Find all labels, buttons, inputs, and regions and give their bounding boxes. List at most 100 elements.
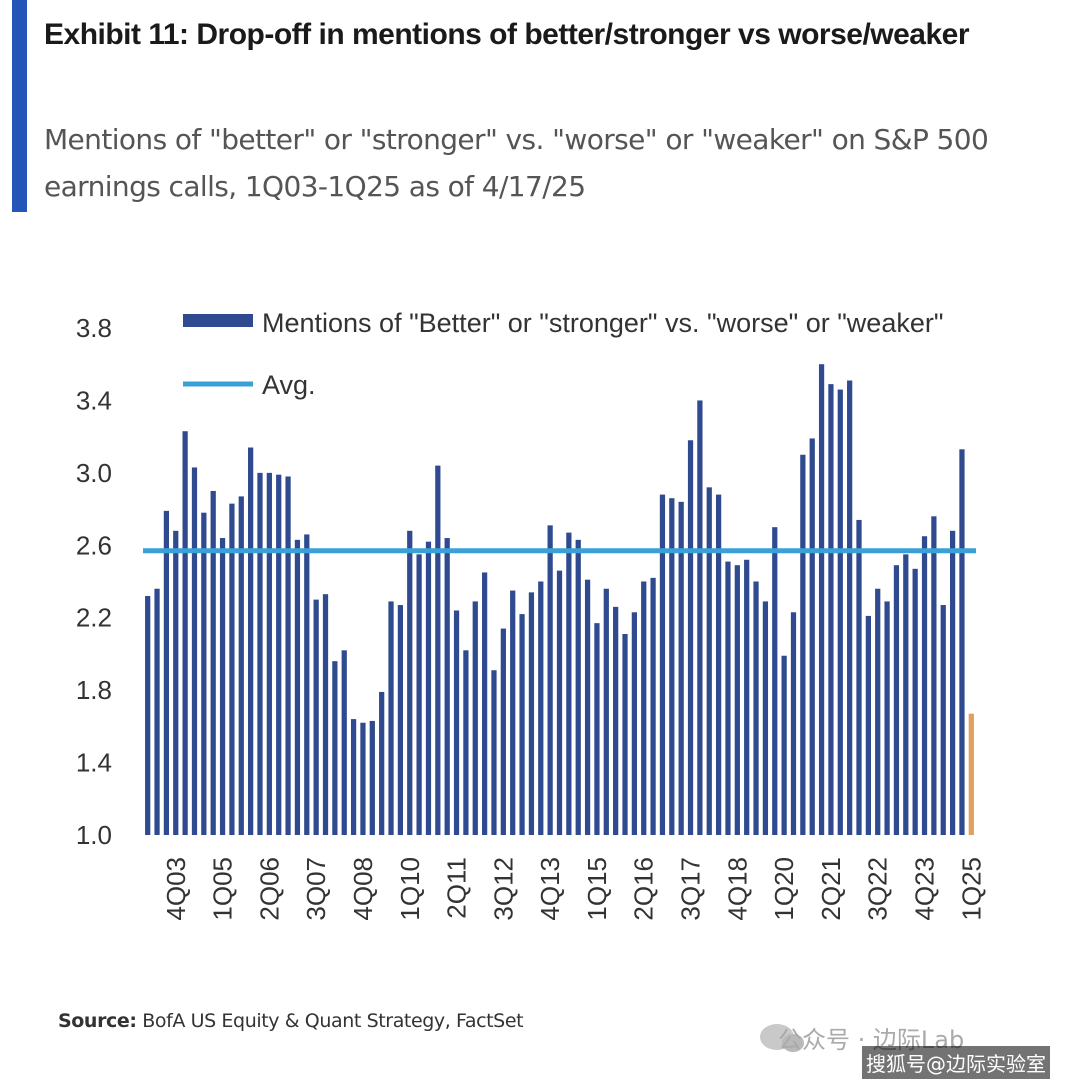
bar [191,467,198,835]
bar-chart: 1.0 1.4 1.8 2.2 2.6 3.0 3.4 3.8 4Q03 1Q05 2Q06 3Q0… [76,308,986,921]
bar [856,519,862,835]
bar [304,534,310,835]
x-tick-label: 1Q25 [956,857,986,921]
y-tick-label: 2.6 [76,530,112,560]
bar [416,554,422,835]
bar [201,512,207,835]
x-tick-label: 1Q05 [208,857,238,921]
y-tick-label: 1.0 [76,820,112,850]
bar [959,449,965,835]
accent-bar [12,0,27,212]
bar [584,579,591,835]
bar [800,454,806,835]
bar [818,364,825,835]
y-tick-label: 3.4 [76,385,112,415]
bar [893,565,900,835]
x-tick-label: 1Q20 [769,857,799,921]
x-tick-label: 1Q10 [395,857,425,921]
x-tick-label: 3Q07 [301,857,331,921]
bar [912,568,918,835]
y-tick-label: 2.2 [76,603,112,633]
chart-subtitle: Mentions of "better" or "stronger" vs. "… [44,123,989,203]
wechat-icon-secondary [782,1034,804,1052]
bar [435,465,441,835]
x-tick-label: 3Q12 [488,857,518,921]
source-label: Source: [58,1010,137,1032]
y-tick-label: 1.4 [76,748,112,778]
bar [547,525,553,835]
source-text: BofA US Equity & Quant Strategy, FactSet [136,1010,524,1032]
bar [949,530,956,835]
x-tick-label: 4Q08 [348,857,378,921]
watermark-secondary: 搜狐号@边际实验室 [862,1046,1050,1079]
bar [556,570,563,835]
legend-label-bars: Mentions of "Better" or "stronger" vs. "… [262,308,943,338]
bar [641,581,647,835]
legend-label-avg: Avg. [262,370,316,400]
bar [921,536,928,835]
bar [453,610,460,835]
x-tick-label: 2Q06 [254,857,284,921]
bar [444,538,450,835]
bar [397,605,404,835]
bar [865,615,871,835]
bar [248,447,254,835]
bar [659,494,666,835]
bar [482,572,488,835]
bar [669,498,675,835]
bar [491,670,497,835]
bar [940,605,946,835]
bar [790,612,797,835]
bar [257,472,263,835]
bar [322,594,329,835]
bar [229,503,235,835]
bar [753,581,759,835]
bar [631,612,637,835]
bar [622,634,628,835]
bar [884,601,890,835]
bar [903,554,909,835]
x-tick-label: 4Q13 [535,857,565,921]
x-tick-label: 2Q21 [816,857,846,921]
bar [706,487,712,835]
bar [154,588,160,835]
chart-title: Exhibit 11: Drop-off in mentions of bett… [44,18,970,51]
bar [528,592,535,835]
x-tick-label: 1Q15 [582,857,612,921]
bar [360,722,366,835]
bar [145,595,151,835]
bar [847,380,853,835]
bar [182,431,188,835]
bar [650,577,656,835]
bar [687,440,694,835]
bar [678,501,684,835]
bar [472,601,478,835]
bar [163,510,170,835]
y-tick-label: 1.8 [76,675,112,705]
bar [837,389,843,835]
bar [603,588,609,835]
x-tick-label: 3Q17 [676,857,706,921]
bar [575,539,581,835]
bar [238,496,244,835]
bar [350,719,357,835]
y-tick-label: 3.8 [76,313,112,343]
legend-swatch-bars [183,314,253,327]
bar [210,490,216,835]
bar [369,720,375,835]
bar [566,532,572,835]
bar [285,476,291,835]
bar [219,538,226,835]
x-tick-label: 2Q16 [629,857,659,921]
x-tick-label: 3Q22 [863,857,893,921]
bar [407,530,413,835]
bar [734,565,740,835]
bar [875,588,881,835]
bar [538,581,544,835]
bar [809,438,815,835]
x-tick-label: 4Q03 [161,857,191,921]
bar [510,590,516,835]
x-tick-label: 2Q11 [442,857,472,919]
bar [697,400,703,835]
source-note: Source: BofA US Equity & Quant Strategy,… [58,1010,524,1032]
